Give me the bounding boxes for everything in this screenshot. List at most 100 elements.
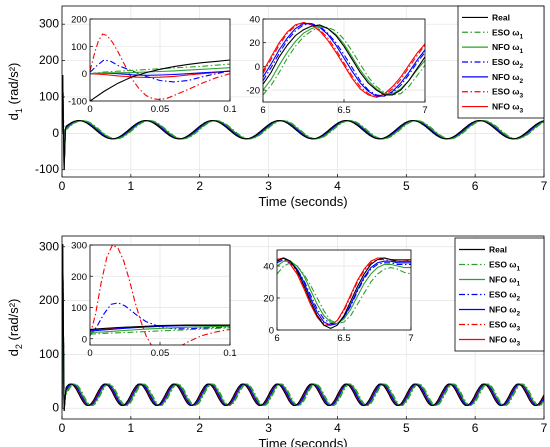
plot2-inset1-ytick-label: 200: [71, 272, 87, 283]
plot2-inset1: 0 0.05 0.1 0 100 200 300: [71, 241, 236, 360]
plot1-legend-label: Real: [492, 12, 510, 22]
plot2-xtick-label: 5: [403, 421, 410, 435]
plot2-xtick-label: 4: [334, 421, 341, 435]
plot2-inset1-ytick-label: 300: [71, 241, 87, 252]
plot1-inset2-series-4: [263, 23, 425, 97]
plot1-inset1-ytick-label: 0: [82, 69, 87, 80]
plot2-ytick-label: 300: [39, 239, 59, 253]
plot2-inset2-frame: [276, 249, 412, 331]
plot1-xtick-label: 6: [472, 179, 479, 193]
plot1-inset1-ytick-label: 100: [71, 42, 87, 53]
plot1-xtick-label: 2: [196, 179, 203, 193]
plot2-inset1-series-3: [90, 302, 230, 336]
plot2-series-1: [62, 244, 544, 410]
plot1-inset1-series-0: [90, 59, 230, 101]
plot2-inset2-xtick-label: 7: [408, 333, 413, 344]
plot1-inset2-series-0: [263, 24, 425, 96]
plot2-inset1-series-0: [90, 324, 230, 330]
plot1-inset2-ytick-label: 0: [255, 62, 260, 73]
plot2-inset1-xtick-label: 0: [87, 348, 92, 359]
plot2-inset1-series-1: [90, 327, 230, 335]
plot1-inset2-xtick-label: 6.5: [337, 105, 350, 116]
plot1-xtick-label: 7: [541, 179, 548, 193]
plot1-ytick-label: 0: [52, 126, 59, 140]
plot2-inset1-series-5: [90, 245, 230, 345]
plot1-legend-label: NFO ω1: [492, 42, 523, 55]
plot1-series-0: [62, 75, 544, 170]
plot2-xtick-label: 3: [265, 421, 272, 435]
plot1-inset2-series-2: [263, 25, 425, 95]
plot1-inset1-xtick-label: 0: [87, 104, 92, 115]
plot1-ytick-label: 200: [39, 53, 59, 67]
plot1-inset1-series-1: [90, 63, 230, 75]
plot1-xtick-label: 5: [403, 179, 410, 193]
plot2-inset1-xtick-label: 0.05: [151, 348, 170, 359]
plot2-xtick-label: 2: [196, 421, 203, 435]
plot1-inset1-series-4: [90, 70, 230, 76]
plot2-inset2-ytick-label: 0: [269, 326, 274, 337]
plot2-ytick-label: 200: [39, 293, 59, 307]
plot1-xlabel: Time (seconds): [258, 194, 347, 209]
plot2-inset2-xtick-label: 6.5: [337, 333, 350, 344]
plot2-xtick-label: 0: [59, 421, 66, 435]
plot1-inset2-curves: [263, 22, 425, 98]
plot2-legend-label: Real: [489, 245, 507, 255]
plot2-legend-label: NFO ω3: [489, 335, 520, 348]
plot1-inset2-xtick-label: 7: [422, 105, 427, 116]
plot2-inset2-series-1: [277, 262, 411, 325]
plot1-inset1-xtick-label: 0.1: [223, 104, 236, 115]
plot1-xtick-label: 4: [334, 179, 341, 193]
plot1-legend-label: ESO ω2: [492, 57, 524, 70]
plot1-series-1: [62, 75, 544, 156]
plot1-ytick-label: 100: [39, 89, 59, 103]
plot2-ylabel: d2 (rad/s²): [6, 299, 24, 357]
plot1-inset2-series-3: [263, 23, 425, 97]
plot1-inset1-frame: [89, 18, 231, 102]
plot1-inset2: 6 6.5 7 -20 0 20 40: [246, 15, 427, 117]
plot1-ytick-label: 300: [39, 17, 59, 31]
plot2-curves: [62, 244, 544, 411]
plot1-curves: [62, 75, 544, 170]
plot1-xtick-label: 0: [59, 179, 66, 193]
plot1-inset1-curves: [90, 33, 230, 101]
plot1-inset2-ytick-label: 40: [249, 15, 260, 26]
plot1-inset1-xtick-label: 0.05: [151, 104, 170, 115]
plot1-legend-label: NFO ω2: [492, 72, 523, 85]
plot1-inset1-ytick-label: 200: [71, 15, 87, 26]
plot1-inset2-frame: [262, 18, 426, 103]
plot2-xtick-label: 7: [541, 421, 548, 435]
plot1-legend: Real ESO ω1 NFO ω1 ESO ω2 NFO ω2 ESO ω3 NFO ω3: [457, 5, 545, 119]
plot1-legend-box: [457, 5, 545, 119]
plot1-inset1-series-2: [90, 67, 230, 75]
plot2-inset1-series-2: [90, 325, 230, 334]
plot2-xtick-label: 6: [472, 421, 479, 435]
plot2-inset1-frame: [89, 244, 231, 346]
plot2-inset1-ytick-label: 100: [71, 303, 87, 314]
plot1-legend-label: ESO ω3: [492, 87, 524, 100]
plot1-inset1-series-6: [90, 70, 230, 79]
plot2-legend-label: ESO ω3: [489, 320, 521, 333]
plot1-ytick-label: -100: [35, 162, 59, 176]
plot1-inset1-series-3: [90, 59, 230, 83]
plot1-inset1-ytick-label: -100: [68, 97, 87, 108]
plot1-legend-label: NFO ω3: [492, 102, 523, 115]
plot2-inset2-ytick-label: 40: [263, 262, 274, 273]
plot2-legend: Real ESO ω1 NFO ω1 ESO ω2 NFO ω2 ESO ω3 NFO ω3: [454, 237, 545, 352]
plot1-inset2-xtick-label: 6: [260, 105, 265, 116]
plot1-xtick-label: 1: [128, 179, 135, 193]
plot1-inset2-series-1: [263, 26, 425, 96]
plot2-legend-label: NFO ω1: [489, 275, 520, 288]
plot2-inset2-series-3: [277, 258, 411, 325]
plot2-inset2: 6 6.5 7 0 20 40: [263, 249, 414, 344]
plot1-inset1-series-5: [90, 33, 230, 101]
plot2-inset2-series-0: [277, 257, 411, 330]
plot2-legend-label: NFO ω2: [489, 305, 520, 318]
plot2-series-2: [62, 244, 544, 411]
plot2-inset2-ytick-label: 20: [263, 294, 274, 305]
plot2-legend-label: ESO ω2: [489, 290, 521, 303]
plot1-inset2-ytick-label: 20: [249, 38, 260, 49]
plot2-inset1-curves: [90, 245, 230, 345]
